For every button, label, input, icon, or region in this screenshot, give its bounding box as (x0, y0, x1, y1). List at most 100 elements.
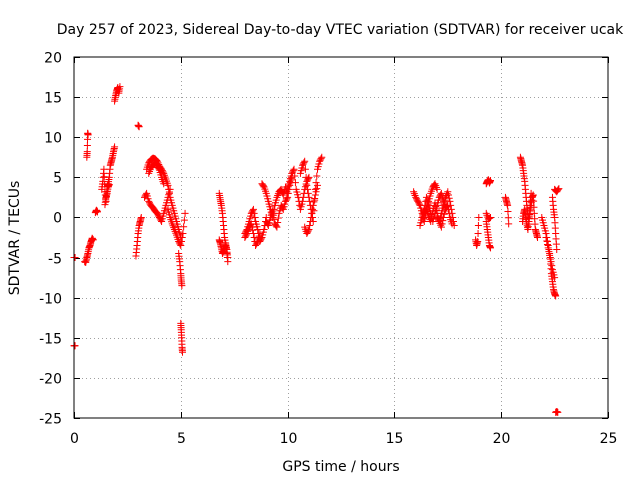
data-point (302, 173, 310, 181)
data-point (548, 262, 556, 270)
data-point (317, 155, 325, 163)
grid (74, 57, 608, 418)
data-point (487, 213, 495, 221)
data-point (305, 193, 313, 201)
data-point (160, 180, 168, 188)
data-point (432, 202, 440, 210)
data-point (299, 197, 307, 205)
data-point (474, 238, 482, 246)
data-point (431, 199, 439, 207)
data-point (427, 217, 435, 225)
data-point (534, 234, 542, 241)
data-point (304, 189, 312, 197)
data-point (530, 197, 538, 205)
data-point (546, 251, 554, 259)
data-point (249, 226, 257, 234)
data-point (274, 214, 282, 222)
data-point (486, 214, 494, 222)
data-point (250, 234, 258, 241)
data-point (260, 225, 268, 233)
data-point (178, 234, 186, 241)
data-point (444, 201, 452, 209)
data-point (307, 213, 315, 221)
data-point (179, 348, 187, 356)
data-point (427, 214, 435, 222)
data-point (310, 198, 318, 206)
data-point (311, 194, 319, 202)
data-point (420, 217, 428, 225)
plot-frame (73, 56, 609, 419)
data-point (433, 185, 441, 193)
data-point (428, 211, 436, 219)
data-point (306, 217, 314, 225)
data-point (111, 143, 119, 151)
data-point (301, 157, 309, 165)
data-point (269, 211, 277, 219)
data-point (554, 186, 562, 194)
data-point (116, 83, 124, 91)
data-point (311, 191, 319, 199)
data-point (181, 209, 189, 217)
y-tick-label: 15 (44, 91, 62, 107)
data-point (256, 229, 264, 237)
data-point (100, 173, 108, 181)
data-point (446, 197, 454, 205)
data-point (313, 172, 321, 180)
data-point (250, 209, 258, 217)
x-axis-ticks: 0 5 10 15 20 25 (70, 57, 617, 447)
data-point (301, 165, 309, 173)
data-point (242, 231, 250, 239)
data-point (254, 225, 262, 233)
data-point (247, 220, 255, 228)
data-point (437, 191, 445, 199)
data-point (100, 165, 108, 173)
x-tick-label: 20 (493, 431, 511, 447)
data-point (291, 179, 299, 187)
data-point (251, 213, 259, 221)
data-point (259, 182, 267, 190)
y-axis-ticks: -25 -20 -15 -10 -5 0 5 10 15 20 (39, 51, 608, 428)
data-point (504, 208, 512, 216)
data-point (445, 194, 453, 202)
data-point (306, 197, 314, 205)
x-tick-label: 25 (600, 431, 618, 447)
y-tick-label: -10 (39, 292, 62, 308)
y-tick-label: 10 (44, 131, 62, 147)
data-point (543, 240, 551, 248)
data-point (485, 215, 493, 223)
data-point (284, 193, 292, 201)
data-point (445, 191, 453, 199)
x-tick-label: 10 (280, 431, 298, 447)
data-point (264, 220, 272, 228)
data-point (177, 242, 185, 250)
data-point (84, 131, 92, 139)
data-point (545, 248, 553, 256)
y-tick-label: -25 (39, 412, 62, 428)
data-point (270, 216, 278, 224)
data-point (135, 123, 143, 131)
data-point (304, 227, 312, 235)
data-point (437, 223, 445, 231)
data-point (71, 342, 79, 350)
data-point (290, 165, 298, 173)
data-point (137, 213, 145, 221)
x-tick-label: 5 (177, 431, 186, 447)
data-point (253, 239, 261, 247)
data-points (70, 83, 563, 416)
y-axis-label: SDTVAR / TECUs (7, 181, 23, 296)
data-point (314, 181, 322, 189)
data-point (504, 214, 512, 222)
y-tick-label: 20 (44, 51, 62, 67)
data-point (249, 205, 257, 213)
data-point (439, 217, 447, 225)
data-point (445, 205, 453, 213)
data-point (487, 177, 495, 185)
data-point (448, 220, 456, 228)
x-axis-label: GPS time / hours (282, 459, 399, 475)
data-point (155, 165, 163, 173)
data-point (249, 229, 257, 237)
data-point (313, 185, 321, 193)
x-tick-label: 15 (386, 431, 404, 447)
data-point (93, 208, 101, 216)
data-point (542, 234, 550, 241)
